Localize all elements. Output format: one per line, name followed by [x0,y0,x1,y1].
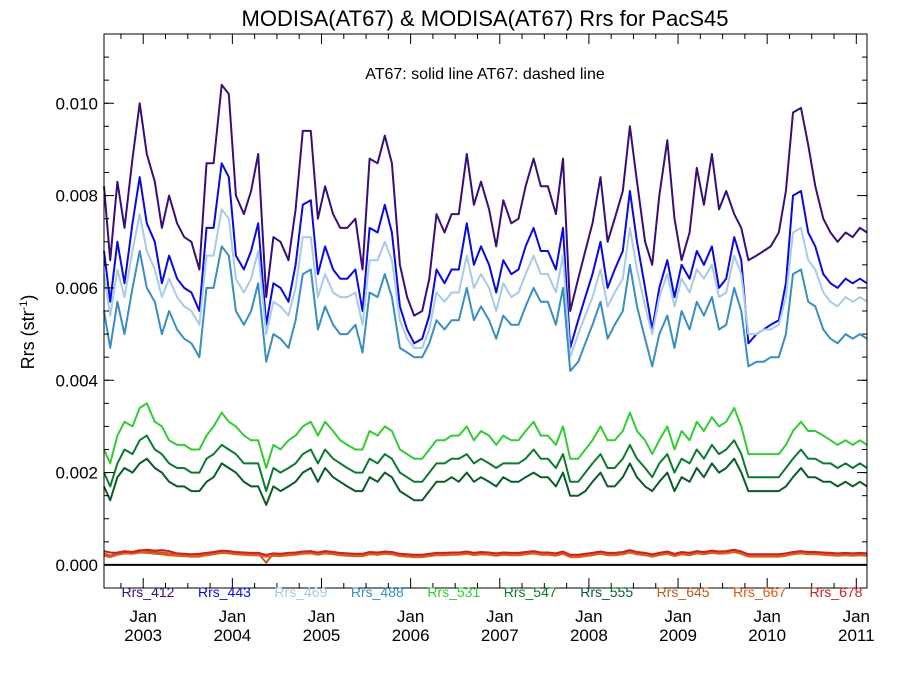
plot-frame [103,33,868,589]
x-tick-year-label: 2003 [124,626,162,645]
x-tick-month-label: Jan [575,607,602,626]
x-tick-month-label: Jan [308,607,335,626]
x-tick-month-label: Jan [219,607,246,626]
x-tick-year-label: 2007 [481,626,519,645]
annotation-text: AT67: solid line AT67: dashed line [365,66,605,83]
legend-item: Rrs_667 [733,584,786,600]
y-tick-label: 0.004 [55,371,98,390]
series-line-rrs-547 [103,434,868,493]
legend-item: Rrs_469 [274,584,327,600]
series-line-rrs-667 [103,551,868,559]
y-tick-label: 0.010 [55,94,98,113]
y-tick-label: 0.006 [55,279,98,298]
legend-item: Rrs_547 [504,584,557,600]
series-line-rrs-555 [103,457,868,506]
series-line-rrs-678 [103,548,868,556]
x-tick-year-label: 2009 [659,626,697,645]
legend-item: Rrs_488 [351,584,404,600]
legend-item: Rrs_645 [657,584,710,600]
x-tick-year-label: 2004 [213,626,251,645]
x-tick-month-label: Jan [397,607,424,626]
y-tick-label: 0.000 [55,556,98,575]
legend-item: Rrs_443 [198,584,251,600]
y-axis-label-main: Rrs (str [18,310,38,369]
ticks-layer: 0.0000.0020.0040.0060.0080.010Jan2003Jan… [55,34,875,645]
chart-title: MODISA(AT67) & MODISA(AT67) Rrs for PacS… [242,6,729,31]
series-line-rrs-531 [103,402,868,469]
y-tick-label: 0.002 [55,464,98,483]
y-axis-label: Rrs (str-1) [18,295,38,370]
legend: Rrs_412 Rrs_443 Rrs_469 Rrs_488 Rrs_531 Rrs_5… [122,584,863,600]
y-axis-label-close: ) [18,295,38,301]
legend-item: Rrs_555 [580,584,633,600]
legend-item: Rrs_412 [122,584,175,600]
legend-item: Rrs_531 [427,584,480,600]
x-tick-month-label: Jan [664,607,691,626]
series-line-rrs-443 [103,162,868,349]
x-tick-month-label: Jan [843,607,870,626]
x-tick-month-label: Jan [486,607,513,626]
y-tick-label: 0.008 [55,187,98,206]
y-axis-label-sup: -1 [18,301,30,311]
x-tick-year-label: 2010 [748,626,786,645]
series-layer [103,83,868,564]
series-line-rrs-488 [103,245,868,372]
x-tick-year-label: 2006 [392,626,430,645]
x-tick-year-label: 2008 [570,626,608,645]
x-tick-year-label: 2011 [838,626,875,645]
x-tick-month-label: Jan [753,607,780,626]
series-line-rrs-412 [103,83,868,317]
x-tick-month-label: Jan [130,607,157,626]
series-line-rrs-469 [103,208,868,359]
legend-item: Rrs_678 [810,584,863,600]
x-tick-year-label: 2005 [303,626,341,645]
